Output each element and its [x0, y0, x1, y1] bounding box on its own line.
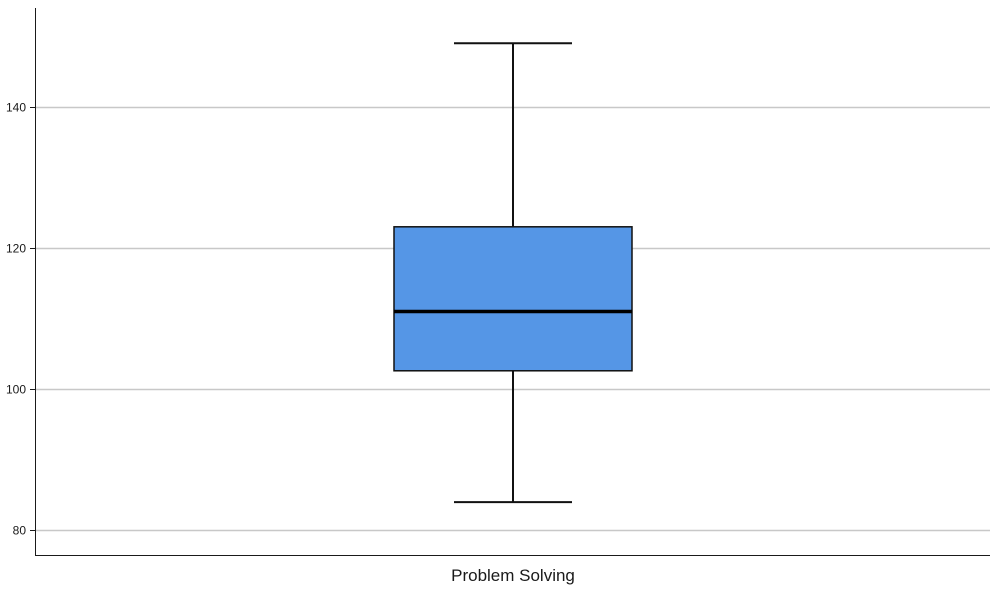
y-tick-label: 120	[6, 242, 26, 256]
x-category-label: Problem Solving	[451, 566, 575, 585]
y-tick-label: 140	[6, 101, 26, 115]
interquartile-box	[393, 226, 633, 372]
box-series	[393, 42, 633, 504]
y-tick-label: 100	[6, 383, 26, 397]
x-axis-categories: Problem Solving	[451, 566, 575, 585]
y-tick-label: 80	[13, 524, 27, 538]
box-0	[393, 42, 633, 504]
y-axis-ticks: 80 100 120 140	[6, 101, 36, 538]
axes	[35, 8, 990, 556]
